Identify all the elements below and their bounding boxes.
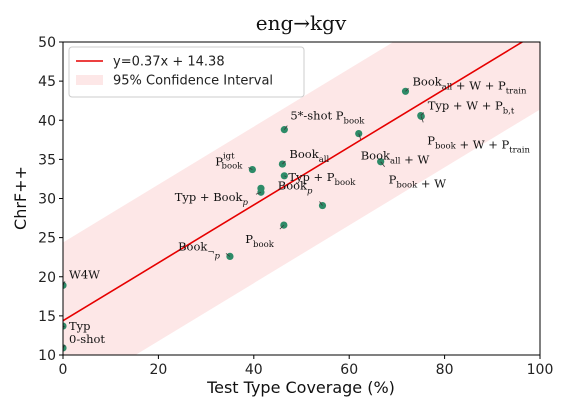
point-label: Typ + W + Pb,t [428,99,515,117]
point-label-leader [279,224,285,230]
y-tick-label: 40 [38,113,56,129]
point-label-leader [255,191,262,195]
point-label: Pigt book [215,152,243,172]
point-label: 0-shot [69,332,105,346]
legend-fit-label: y=0.37x + 14.38 [113,55,225,70]
y-tick-label: 50 [38,35,56,51]
point-label-leader [225,253,231,257]
point-label: Typ + Bookp [175,190,249,208]
data-point [63,322,67,330]
y-tick-label: 30 [38,192,56,208]
point-label-leader [420,116,424,123]
y-tick-label: 45 [38,74,56,90]
point-label: Bookall [289,147,329,165]
point-label-leader [284,175,287,178]
point-label: Book¬p [178,239,220,261]
point-label-leader [319,201,323,206]
point-label-leader [282,160,286,165]
y-tick-label: 10 [38,348,56,364]
y-axis-title: ChrF++ [11,166,30,230]
point-label: Typ + Pbook [288,170,356,188]
x-tick-label: 20 [149,362,167,378]
x-tick-label: 100 [527,362,554,378]
x-axis-title: Test Type Coverage (%) [206,378,395,397]
point-label: W4W [69,267,100,281]
x-axis: 0 20 40 60 80 100 [59,355,554,378]
point-label: Bookp [278,179,313,197]
data-point [257,184,265,192]
point-label-leader [358,133,362,140]
point-label-leader [420,112,425,116]
point-label: Bookall + W + Ptrain [412,74,527,96]
y-tick-label: 15 [38,309,56,325]
point-label-leader [380,161,385,167]
legend-ci-label: 95% Confidence Interval [113,74,273,89]
point-label: Bookall + W [361,149,430,167]
x-tick-label: 80 [436,362,454,378]
point-label-leader [405,88,409,92]
y-tick-label: 35 [38,152,56,168]
legend-ci-swatch [76,75,103,85]
point-label: 5*-shot Pbook [290,109,365,127]
point-label: Pbook [245,232,274,250]
x-tick-label: 40 [245,362,263,378]
legend: y=0.37x + 14.38 95% Confidence Interval [68,46,305,98]
y-tick-label: 20 [38,270,56,286]
chart-title: eng→kgv [256,11,347,35]
plot-area [63,42,540,355]
legend-box [68,46,305,98]
fit-line [63,42,524,322]
data-point [355,129,363,138]
x-tick-label: 0 [59,362,68,378]
point-label: Pbook + W [389,173,447,191]
confidence-band [63,42,540,355]
y-tick-label: 25 [38,231,56,247]
point-label: Pbook + W + Ptrain [427,133,530,155]
point-label: Typ [69,319,91,333]
point-label-leader [284,125,288,130]
point-label-leader [248,167,253,170]
y-axis: 10 15 20 25 30 35 40 45 50 [38,35,63,364]
x-tick-label: 60 [340,362,358,378]
